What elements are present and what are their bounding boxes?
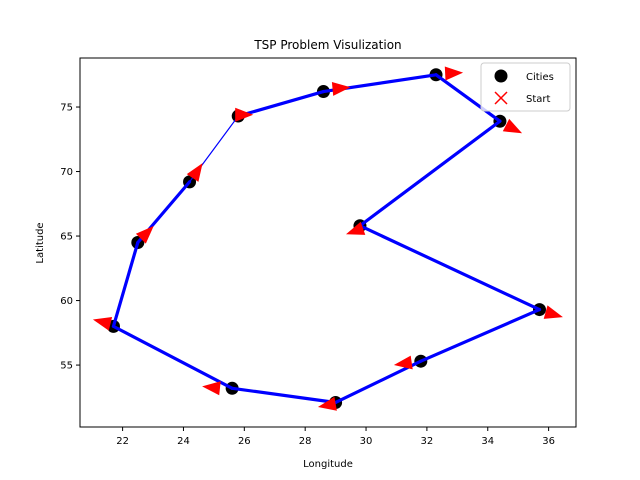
x-tick-label: 30 [360, 436, 373, 447]
y-tick-label: 75 [60, 103, 73, 114]
x-tick-label: 26 [238, 436, 251, 447]
route-segment [230, 386, 338, 405]
direction-arrow [502, 118, 523, 134]
axes-frame [79, 57, 577, 428]
plot-area [92, 66, 563, 411]
direction-arrow [135, 226, 154, 244]
x-tick-label: 32 [421, 436, 434, 447]
y-tick-label: 70 [60, 167, 73, 178]
x-tick-label: 36 [542, 436, 555, 447]
direction-arrow [202, 381, 221, 396]
x-tick-label: 28 [299, 436, 312, 447]
y-tick-label: 60 [60, 296, 73, 307]
route-segment [236, 89, 326, 118]
route-segment [419, 307, 542, 363]
legend: Cities Start [480, 62, 571, 112]
x-axis-label: Longitude [303, 459, 353, 470]
legend-label: Start [526, 94, 551, 105]
direction-arrow [317, 396, 337, 411]
direction-arrow [235, 107, 254, 122]
route-segment [334, 359, 423, 405]
direction-arrow [331, 82, 351, 96]
y-tick-label: 55 [60, 361, 73, 372]
chart-title: TSP Problem Visulization [253, 38, 401, 52]
route-segment [111, 324, 234, 390]
legend-label: Cities [526, 72, 554, 83]
x-tick-label: 34 [481, 436, 494, 447]
route-segment [358, 224, 542, 312]
y-tick-label: 65 [60, 232, 73, 243]
route-segment [434, 73, 502, 123]
x-tick-label: 24 [177, 436, 190, 447]
x-tick-label: 22 [116, 436, 129, 447]
legend-city-marker [494, 69, 508, 83]
direction-arrow [346, 221, 366, 235]
legend-start-marker [494, 91, 508, 105]
y-axis-label: Latitude [35, 222, 46, 263]
route-segment [111, 240, 140, 328]
direction-arrow [393, 355, 413, 370]
direction-arrow [92, 317, 113, 331]
route-segment [358, 119, 502, 228]
direction-arrow [444, 66, 464, 81]
direction-arrow [543, 305, 563, 319]
axes: 22 24 26 28 30 32 34 36 55 60 65 70 75 [60, 103, 555, 447]
direction-arrow [186, 163, 203, 182]
